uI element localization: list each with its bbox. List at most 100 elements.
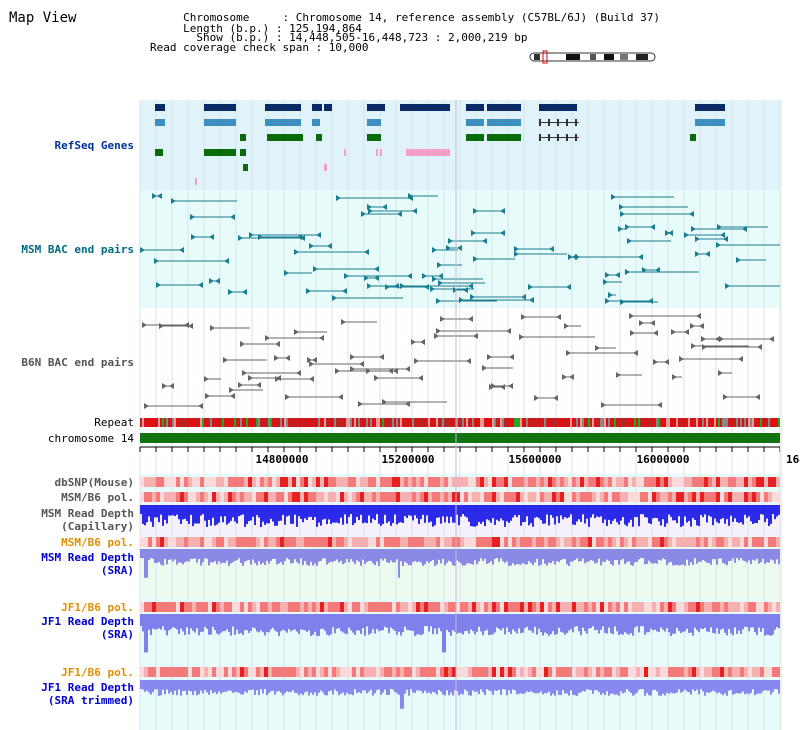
heatmap-cell <box>732 667 736 677</box>
heatmap-cell <box>776 492 780 502</box>
heatmap-cell <box>676 537 680 547</box>
depth-bar <box>590 505 592 518</box>
bac-end-marker <box>620 211 625 217</box>
gene-exon <box>557 119 559 126</box>
bac-end-marker <box>468 283 473 289</box>
depth-bar <box>684 549 686 566</box>
gene-feature <box>204 149 236 156</box>
depth-bar <box>334 505 336 523</box>
heatmap-cell <box>192 667 196 677</box>
heatmap-cell <box>300 667 304 677</box>
depth-bar <box>350 614 352 631</box>
depth-bar <box>336 680 338 692</box>
heatmap-cell <box>728 477 732 487</box>
repeat-segment <box>496 418 498 427</box>
depth-bar <box>630 614 632 634</box>
depth-bar <box>476 614 478 632</box>
depth-bar <box>624 505 626 525</box>
heatmap-cell <box>352 667 356 677</box>
heatmap-cell <box>204 492 208 502</box>
heatmap-cell <box>608 477 612 487</box>
bac-end-marker <box>500 384 505 390</box>
depth-bar <box>730 614 732 634</box>
heatmap-cell <box>752 667 756 677</box>
depth-bar <box>656 549 658 564</box>
depth-bar <box>456 549 458 561</box>
depth-bar <box>620 680 622 692</box>
bac-end-marker <box>265 335 270 341</box>
depth-bar <box>198 614 200 636</box>
heatmap-cell <box>568 602 572 612</box>
depth-bar <box>158 505 160 523</box>
heatmap-cell <box>756 667 760 677</box>
heatmap-cell <box>720 492 724 502</box>
heatmap-cell <box>252 477 256 487</box>
depth-bar <box>342 680 344 693</box>
depth-bar <box>420 680 422 692</box>
depth-bar <box>502 614 504 629</box>
depth-bar <box>460 505 462 517</box>
depth-bar <box>604 680 606 696</box>
depth-bar <box>500 614 502 631</box>
depth-bar <box>160 680 162 696</box>
depth-bar <box>150 614 152 636</box>
depth-bar <box>192 505 194 527</box>
heatmap-cell <box>560 602 564 612</box>
depth-bar <box>726 680 728 696</box>
repeat-segment <box>704 418 706 427</box>
heatmap-cell <box>544 477 548 487</box>
heatmap-cell <box>688 537 692 547</box>
depth-bar <box>640 549 642 559</box>
depth-bar <box>618 680 620 696</box>
bac-end-marker <box>368 208 373 214</box>
heatmap-cell <box>400 477 404 487</box>
length-info: Length (b.p.) : 125,194,864 <box>150 22 362 35</box>
repeat-segment <box>162 418 164 427</box>
repeat-segment <box>608 418 610 427</box>
heatmap-cell <box>152 537 156 547</box>
depth-bar <box>384 549 386 559</box>
depth-bar <box>618 549 620 565</box>
heatmap-cell <box>404 492 408 502</box>
heatmap-cell <box>324 667 328 677</box>
repeat-segment <box>148 418 150 427</box>
depth-bar <box>730 680 732 691</box>
repeat-segment <box>332 418 334 427</box>
gene-feature <box>690 134 696 141</box>
depth-bar <box>686 549 688 560</box>
depth-bar <box>272 549 274 559</box>
depth-bar <box>146 549 148 578</box>
repeat-segment <box>718 418 720 427</box>
heatmap-cell <box>428 477 432 487</box>
heatmap-cell <box>336 602 340 612</box>
depth-bar <box>734 614 736 628</box>
depth-bar <box>204 549 206 559</box>
heatmap-cell <box>376 492 380 502</box>
heatmap-cell <box>508 537 512 547</box>
heatmap-cell <box>704 602 708 612</box>
heatmap-cell <box>668 602 672 612</box>
depth-bar <box>694 680 696 692</box>
depth-bar <box>170 549 172 560</box>
depth-bar <box>548 505 550 526</box>
heatmap-cell <box>408 602 412 612</box>
heatmap-cell <box>160 537 164 547</box>
repeat-segment <box>768 418 770 427</box>
depth-bar <box>598 505 600 518</box>
repeat-segment <box>500 418 502 427</box>
depth-bar <box>366 549 368 562</box>
bac-end-marker <box>448 238 453 244</box>
depth-bar <box>612 505 614 521</box>
depth-bar <box>478 680 480 695</box>
heatmap-cell <box>620 602 624 612</box>
bac-end-marker <box>171 198 176 204</box>
depth-bar <box>778 614 780 629</box>
repeat-segment <box>394 418 396 427</box>
heatmap-cell <box>308 537 312 547</box>
heatmap-cell <box>632 602 636 612</box>
bac-end-marker <box>144 403 149 409</box>
heatmap-cell <box>468 477 472 487</box>
refseq-genes <box>155 104 725 185</box>
repeat-segment <box>546 418 548 427</box>
